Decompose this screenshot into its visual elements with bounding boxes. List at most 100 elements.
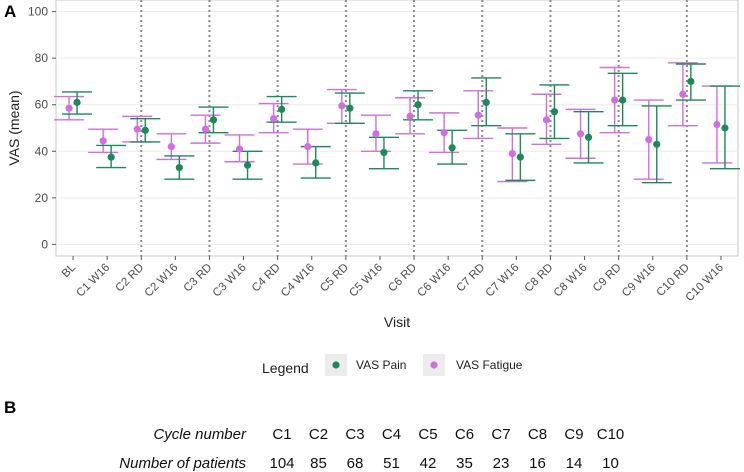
data-point (508, 150, 516, 158)
table-patients-cell: 42 (420, 455, 437, 472)
data-point (687, 77, 695, 86)
table-patients-cell: 16 (529, 455, 546, 472)
data-point (133, 125, 141, 133)
y-tick-label: 0 (41, 237, 48, 251)
data-point (209, 116, 218, 124)
data-point (474, 111, 482, 119)
x-tick-label: C8 RD (523, 262, 556, 295)
x-tick-label: C3 RD (182, 262, 215, 295)
x-tick-label: C7 W16 (484, 262, 522, 300)
data-point (406, 112, 414, 120)
data-point (201, 125, 210, 133)
y-axis-ticks: 0 20 40 60 80 100 (28, 5, 56, 251)
data-point (482, 98, 490, 106)
table-row-patients-label: Number of patients (119, 455, 246, 472)
data-point (653, 140, 661, 148)
y-tick-label: 80 (35, 51, 49, 65)
x-tick-label: C7 RD (454, 262, 487, 295)
y-tick-label: 40 (35, 144, 49, 158)
data-point (448, 144, 456, 152)
table-patients-cell: 85 (310, 455, 327, 472)
grid-layer (56, 11, 738, 245)
x-tick-label: C2 RD (113, 262, 146, 295)
patients-table: C1 104 C2 85 C3 68 C4 51 C5 42 C6 35 C7 23 C8 16 C9 14 C10… (269, 426, 624, 472)
data-point (167, 143, 175, 151)
legend-label-fatigue: VAS Fatigue (456, 358, 523, 372)
data-point (542, 116, 551, 124)
x-tick-label: C5 RD (318, 262, 351, 295)
data-point (380, 148, 388, 157)
data-point (346, 104, 354, 112)
data-point (243, 161, 252, 169)
x-tick-label: C2 W16 (143, 262, 181, 300)
data-point (304, 143, 312, 151)
table-cycle-cell: C4 (382, 426, 401, 443)
error-bars (54, 62, 740, 184)
data-point (107, 153, 115, 161)
data-point (611, 96, 619, 104)
x-tick-label: C4 W16 (279, 262, 317, 300)
table-row-cycle-label: Cycle number (153, 426, 247, 443)
data-point (713, 120, 721, 129)
table-cycle-cell: C5 (418, 426, 437, 443)
data-point (584, 133, 593, 141)
table-patients-cell: 68 (347, 455, 364, 472)
data-point (270, 115, 278, 123)
data-point (414, 101, 422, 109)
table-cycle-cell: C9 (564, 426, 583, 443)
data-point (550, 108, 559, 116)
panel-b-label: B (4, 398, 17, 417)
data-points (65, 77, 729, 172)
table-patients-cell: 104 (269, 455, 294, 472)
data-point (175, 163, 183, 172)
data-point (619, 96, 627, 104)
table-cycle-cell: C8 (528, 426, 547, 443)
table-patients-cell: 14 (566, 455, 583, 472)
plot-panel (55, 0, 739, 257)
data-point (372, 130, 380, 138)
x-tick-label: C9 RD (591, 262, 624, 295)
legend-key-pain (332, 361, 340, 369)
legend-key-fatigue (430, 361, 438, 369)
x-tick-label: C4 RD (250, 262, 283, 295)
data-point (235, 145, 244, 153)
table-cycle-cell: C1 (272, 426, 291, 443)
table-cycle-cell: C3 (345, 426, 364, 443)
table-patients-cell: 23 (493, 455, 510, 472)
y-tick-label: 100 (28, 5, 48, 19)
table-patients-cell: 51 (383, 455, 400, 472)
table-cycle-cell: C10 (597, 426, 625, 443)
data-point (312, 159, 320, 167)
data-point (516, 153, 524, 161)
x-tick-label: C1 W16 (74, 262, 112, 300)
table-cycle-cell: C6 (455, 426, 474, 443)
data-point (99, 137, 107, 145)
data-point (338, 102, 346, 110)
legend-label-pain: VAS Pain (356, 358, 406, 372)
table-patients-cell: 10 (602, 455, 619, 472)
x-tick-label: C9 W16 (620, 262, 658, 300)
y-tick-label: 20 (35, 191, 49, 205)
table-patients-cell: 35 (456, 455, 473, 472)
data-point (440, 129, 448, 137)
data-point (65, 104, 73, 112)
x-axis-title: Visit (384, 314, 410, 330)
data-point (73, 98, 81, 106)
legend-title: Legend (262, 360, 309, 376)
data-point (679, 90, 687, 98)
x-tick-label: BL (60, 261, 79, 280)
x-tick-label: C10 W16 (684, 262, 726, 304)
x-tick-label: C3 W16 (211, 262, 249, 300)
table-cycle-cell: C7 (491, 426, 510, 443)
x-tick-label: C8 W16 (552, 262, 590, 300)
y-tick-label: 60 (35, 98, 49, 112)
data-point (645, 136, 653, 144)
x-tick-label: C6 W16 (415, 262, 453, 300)
data-point (141, 126, 149, 134)
table-cycle-cell: C2 (309, 426, 328, 443)
data-point (721, 124, 729, 132)
panel-a-label: A (4, 2, 17, 21)
y-axis-title: VAS (mean) (6, 90, 22, 165)
